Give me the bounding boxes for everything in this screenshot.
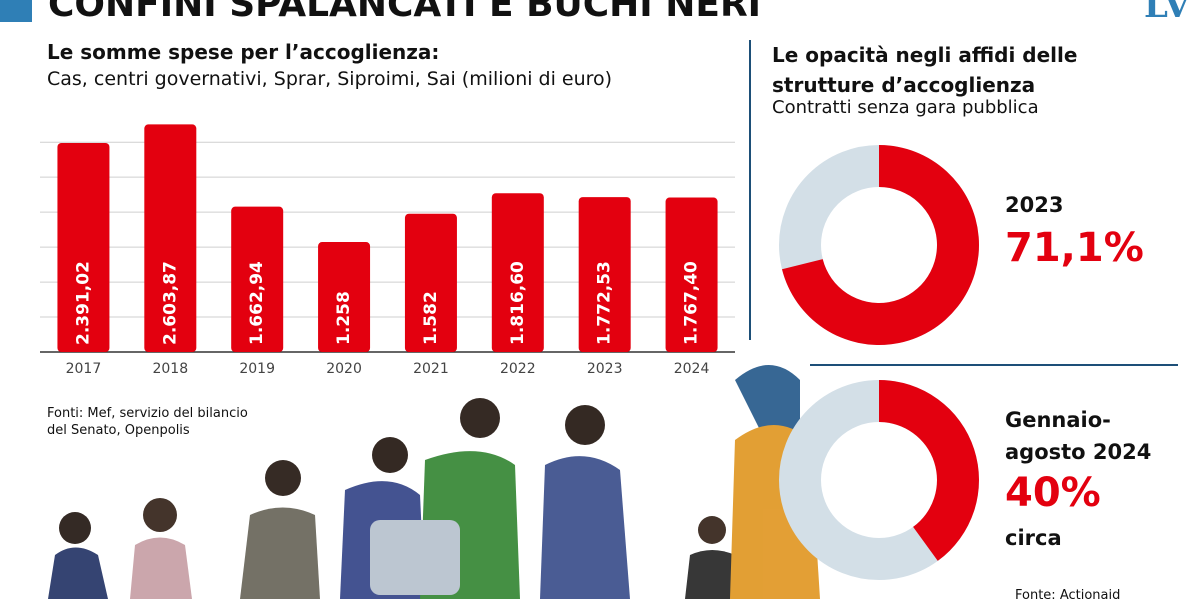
x-tick-label: 2022 [500,361,536,377]
donut-note: circa [1005,526,1062,550]
x-tick-label: 2023 [587,361,623,377]
value-label: 1.662,94 [247,261,267,345]
value-label: 1.582 [421,291,441,345]
bar [665,197,718,352]
bar-source: Fonti: Mef, servizio del bilancio del Se… [47,406,248,438]
value-label: 1.258 [334,291,354,345]
bar [144,124,197,353]
header-mark [0,0,32,22]
photo [48,365,820,599]
donut-segment [781,145,979,345]
bar [578,197,631,352]
x-tick-label: 2024 [674,361,710,377]
bar-subtitle: Cas, centri governativi, Sprar, Siproimi… [47,68,613,90]
bar-title: Le somme spese per l’accoglienza: [47,40,440,64]
x-tick-label: 2021 [413,361,449,377]
x-tick-label: 2020 [326,361,362,377]
donut-value-label: 71,1% [1005,225,1144,271]
header-title: CONFINI SPALANCATI E BUCHI NERI [48,0,762,25]
value-label: 1.816,60 [508,261,528,345]
bar [231,206,284,352]
value-label: 2.603,87 [160,261,180,345]
donut-segment [879,380,979,561]
donut-label: 2023 [1005,193,1064,217]
donut-title: Le opacità negli affidi delle strutture … [772,43,1078,97]
value-label: 1.772,53 [595,261,615,345]
value-label: 1.767,40 [682,261,702,345]
bar [318,242,371,352]
bar [404,213,457,352]
donut-subtitle: Contratti senza gara pubblica [772,97,1039,118]
x-tick-label: 2017 [66,361,102,377]
bar [491,193,544,352]
donut-label: Gennaio-agosto 2024 [1005,408,1152,464]
x-tick-label: 2018 [152,361,188,377]
x-tick-label: 2019 [239,361,275,377]
value-label: 2.391,02 [73,261,93,345]
donut-source: Fonte: Actionaid [1015,588,1121,599]
logo: LV [1144,0,1191,26]
donut-value-label: 40% [1005,470,1101,516]
bar [57,143,110,352]
